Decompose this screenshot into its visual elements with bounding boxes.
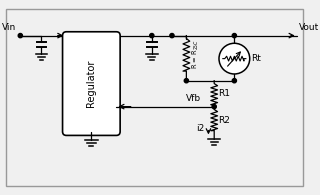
Circle shape — [18, 34, 22, 38]
Circle shape — [170, 34, 174, 38]
Text: i2: i2 — [196, 124, 204, 133]
Circle shape — [219, 43, 250, 74]
Text: Regulator: Regulator — [86, 60, 96, 107]
Text: Vfb: Vfb — [186, 94, 201, 103]
Text: R1: R1 — [218, 89, 230, 98]
Text: R = R$_{25C}$: R = R$_{25C}$ — [191, 39, 201, 69]
Circle shape — [232, 34, 236, 38]
Text: Vout: Vout — [299, 23, 319, 32]
Text: Rt: Rt — [252, 54, 261, 63]
Text: Vin: Vin — [2, 23, 17, 32]
Circle shape — [150, 34, 154, 38]
FancyBboxPatch shape — [62, 32, 120, 135]
Circle shape — [212, 105, 216, 109]
Circle shape — [232, 79, 236, 83]
Text: R2: R2 — [218, 116, 230, 125]
Circle shape — [184, 79, 188, 83]
